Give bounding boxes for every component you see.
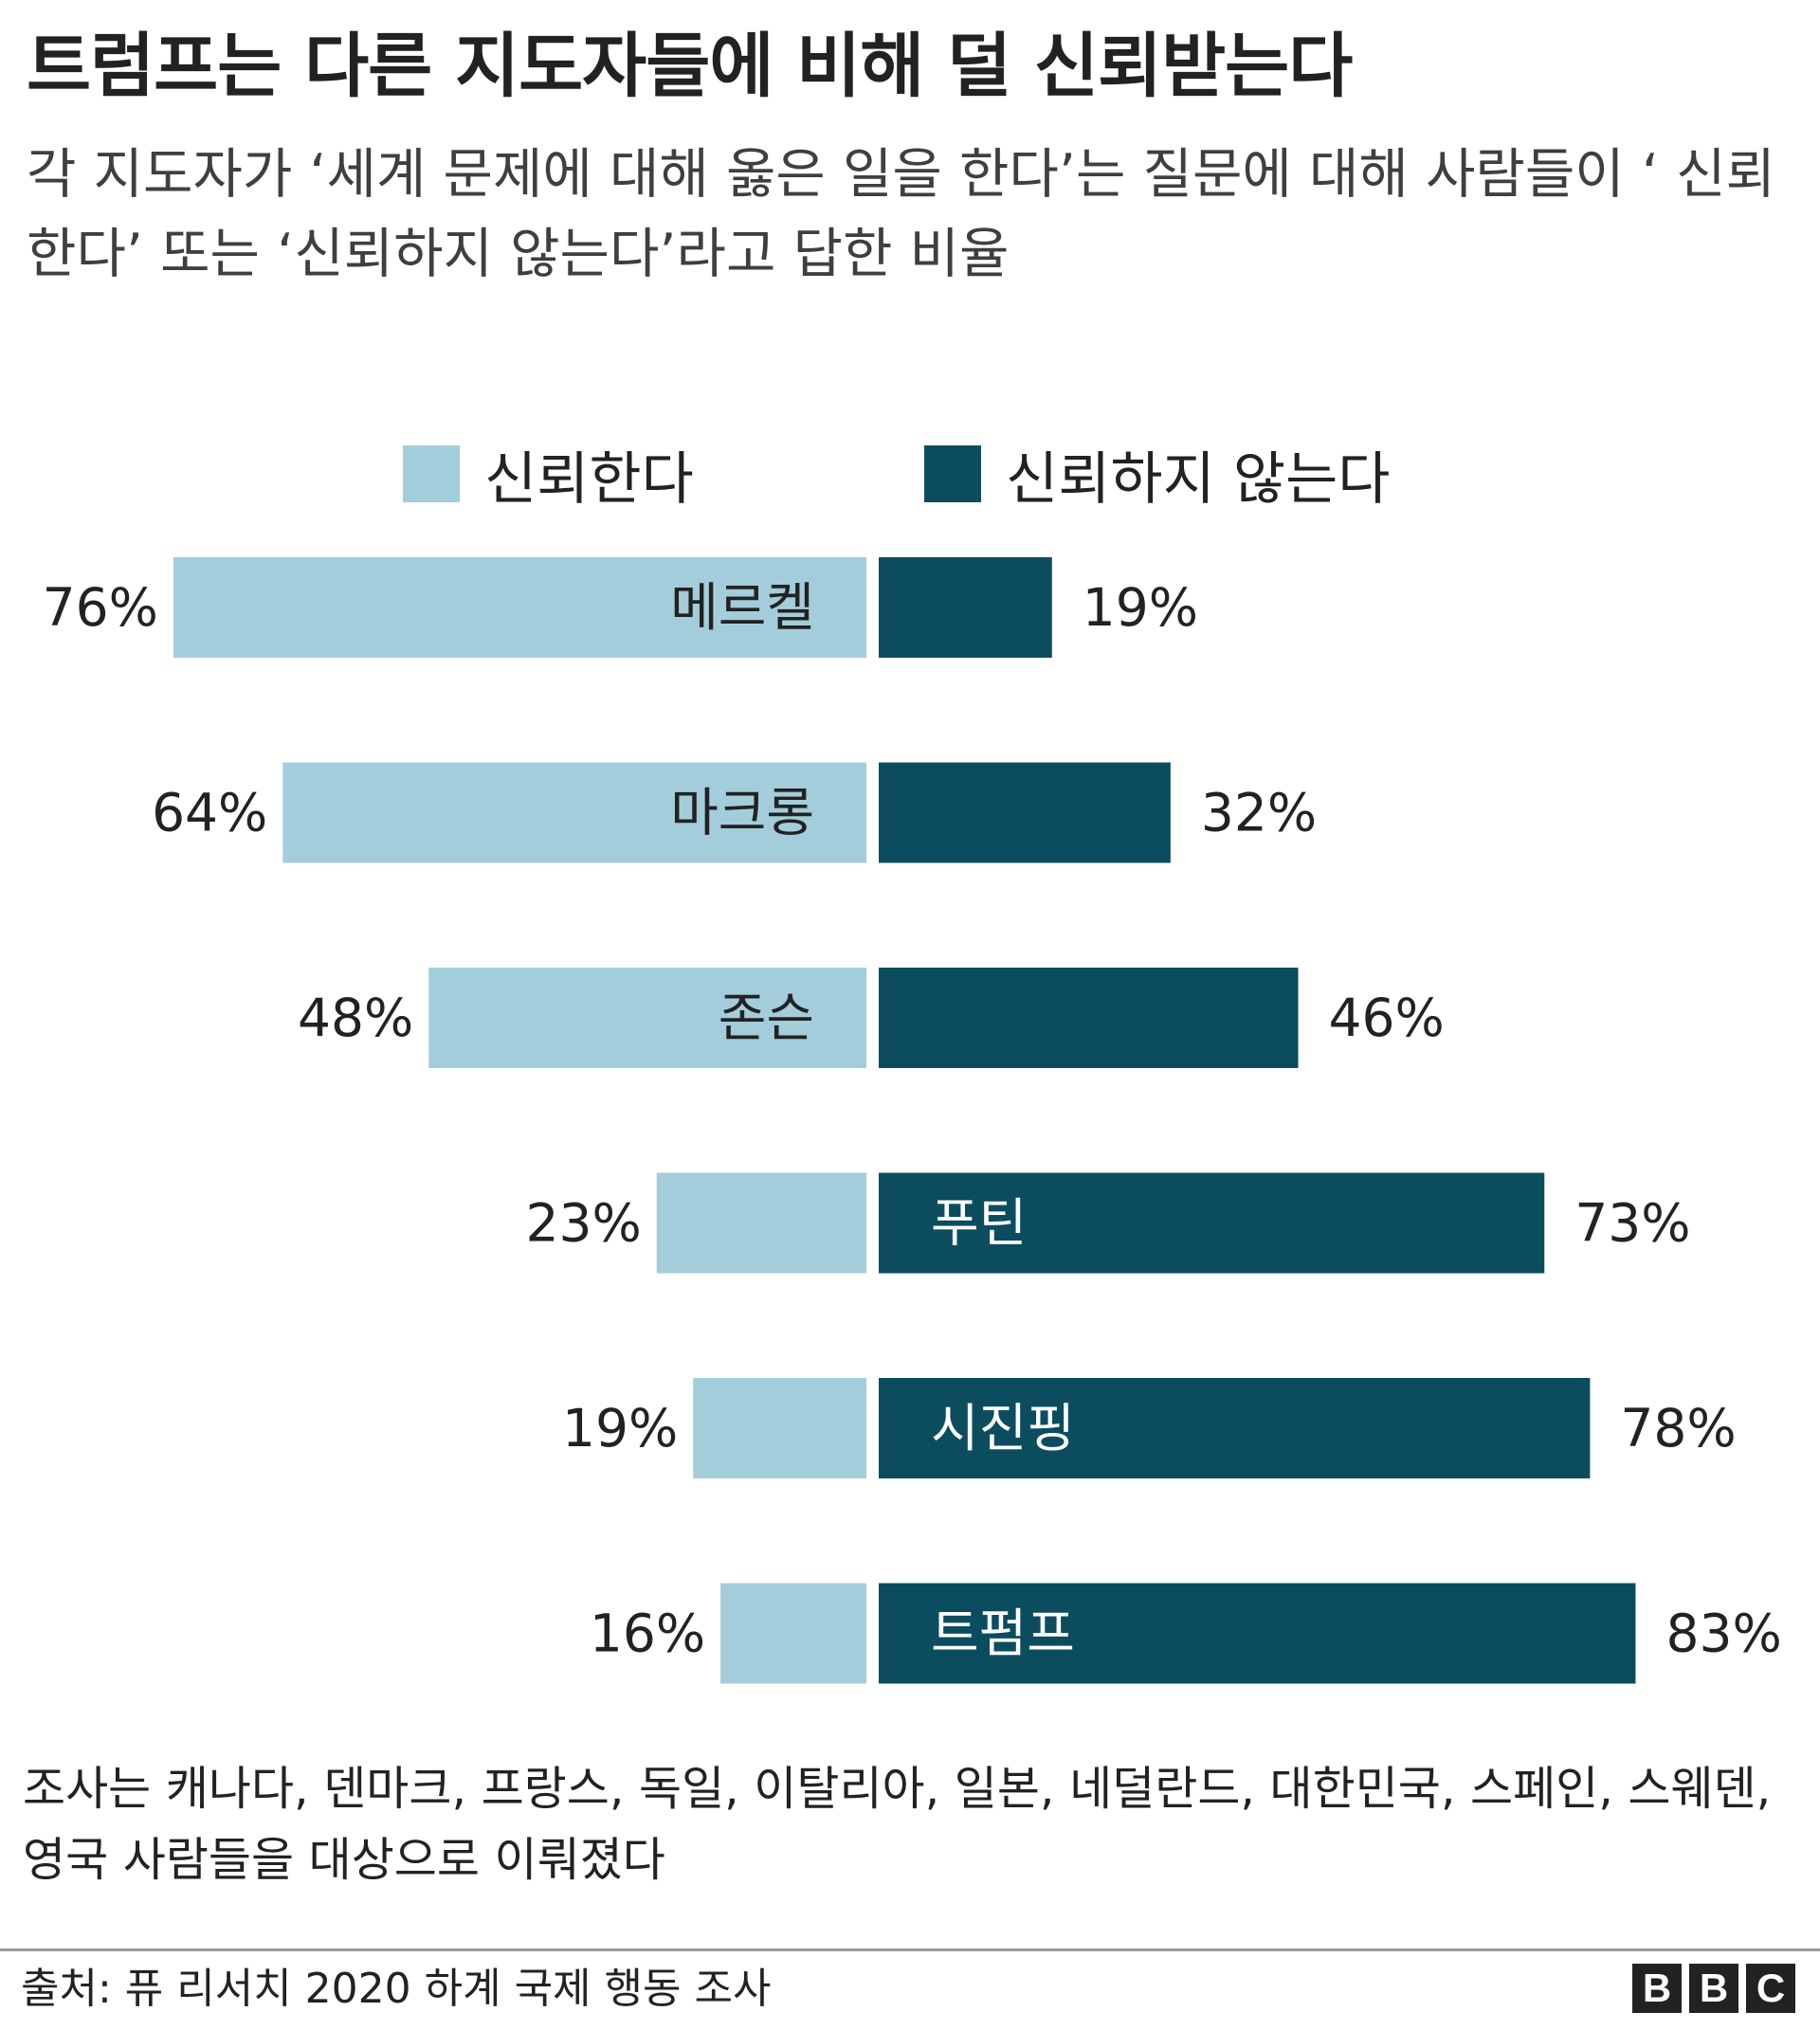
legend-swatch-trust bbox=[403, 445, 460, 502]
legend: 신뢰한다 신뢰하지 않는다 bbox=[0, 436, 1820, 513]
legend-swatch-distrust bbox=[924, 445, 981, 502]
chart-title: 트럼프는 다른 지도자들에 비해 덜 신뢰받는다 bbox=[27, 26, 1353, 107]
bar-trust bbox=[428, 968, 866, 1068]
bar-trust bbox=[173, 557, 866, 658]
category-label: 시진핑 bbox=[931, 1398, 1075, 1459]
value-label-trust: 64% bbox=[152, 783, 267, 843]
value-label-distrust: 19% bbox=[1083, 577, 1198, 638]
bar-distrust bbox=[879, 557, 1052, 658]
value-label-distrust: 32% bbox=[1201, 783, 1317, 843]
bar-trust bbox=[693, 1378, 866, 1478]
bbc-logo-block: B bbox=[1689, 1964, 1738, 2013]
legend-label-distrust: 신뢰하지 않는다 bbox=[1006, 445, 1391, 513]
bbc-logo-block: C bbox=[1746, 1964, 1795, 2013]
bar-trust bbox=[720, 1583, 866, 1684]
bbc-logo-block: B bbox=[1632, 1964, 1682, 2013]
value-label-distrust: 83% bbox=[1665, 1604, 1781, 1664]
legend-item-trust: 신뢰한다 bbox=[403, 436, 694, 513]
bar-distrust bbox=[879, 762, 1171, 863]
category-label: 트펌프 bbox=[931, 1604, 1075, 1664]
value-label-trust: 19% bbox=[562, 1398, 678, 1459]
legend-item-distrust: 신뢰하지 않는다 bbox=[924, 436, 1390, 513]
legend-label-trust: 신뢰한다 bbox=[484, 445, 694, 513]
value-label-distrust: 46% bbox=[1329, 988, 1445, 1048]
value-label-trust: 23% bbox=[525, 1193, 641, 1254]
value-label-trust: 76% bbox=[43, 577, 158, 638]
category-label: 푸틴 bbox=[931, 1193, 1027, 1254]
bbc-logo: B B C bbox=[1632, 1964, 1795, 2013]
category-label: 존슨 bbox=[719, 988, 814, 1048]
bar-trust bbox=[282, 762, 866, 863]
survey-note: 조사는 캐나다, 덴마크, 프랑스, 독일, 이탈리아, 일본, 네덜란드, 대… bbox=[23, 1762, 1772, 1887]
value-label-trust: 48% bbox=[298, 988, 413, 1048]
bar-distrust bbox=[879, 1172, 1545, 1274]
bar-distrust bbox=[879, 1583, 1636, 1684]
bar-trust bbox=[656, 1172, 866, 1274]
bar-distrust bbox=[879, 1378, 1591, 1478]
category-label: 마크롱 bbox=[670, 783, 814, 843]
value-label-distrust: 73% bbox=[1574, 1193, 1690, 1254]
bar-distrust bbox=[879, 968, 1299, 1068]
chart-subtitle: 각 지도자가 ‘세계 문제에 대해 옳은 일을 한다’는 질문에 대해 사람들이… bbox=[27, 143, 1775, 285]
category-label: 메르켈 bbox=[670, 577, 814, 638]
diverging-bar-chart: 76% 19% 메르켈 64% 32% 마크롱 48% 46% 존슨 23% 73% 푸틴 19% 78%… bbox=[43, 557, 1782, 1684]
source-text: 출처: 퓨 리서치 2020 하계 국제 행동 조사 bbox=[21, 1965, 772, 2013]
value-label-trust: 16% bbox=[590, 1604, 705, 1664]
value-label-distrust: 78% bbox=[1620, 1398, 1736, 1459]
footer-divider bbox=[0, 1948, 1820, 1951]
